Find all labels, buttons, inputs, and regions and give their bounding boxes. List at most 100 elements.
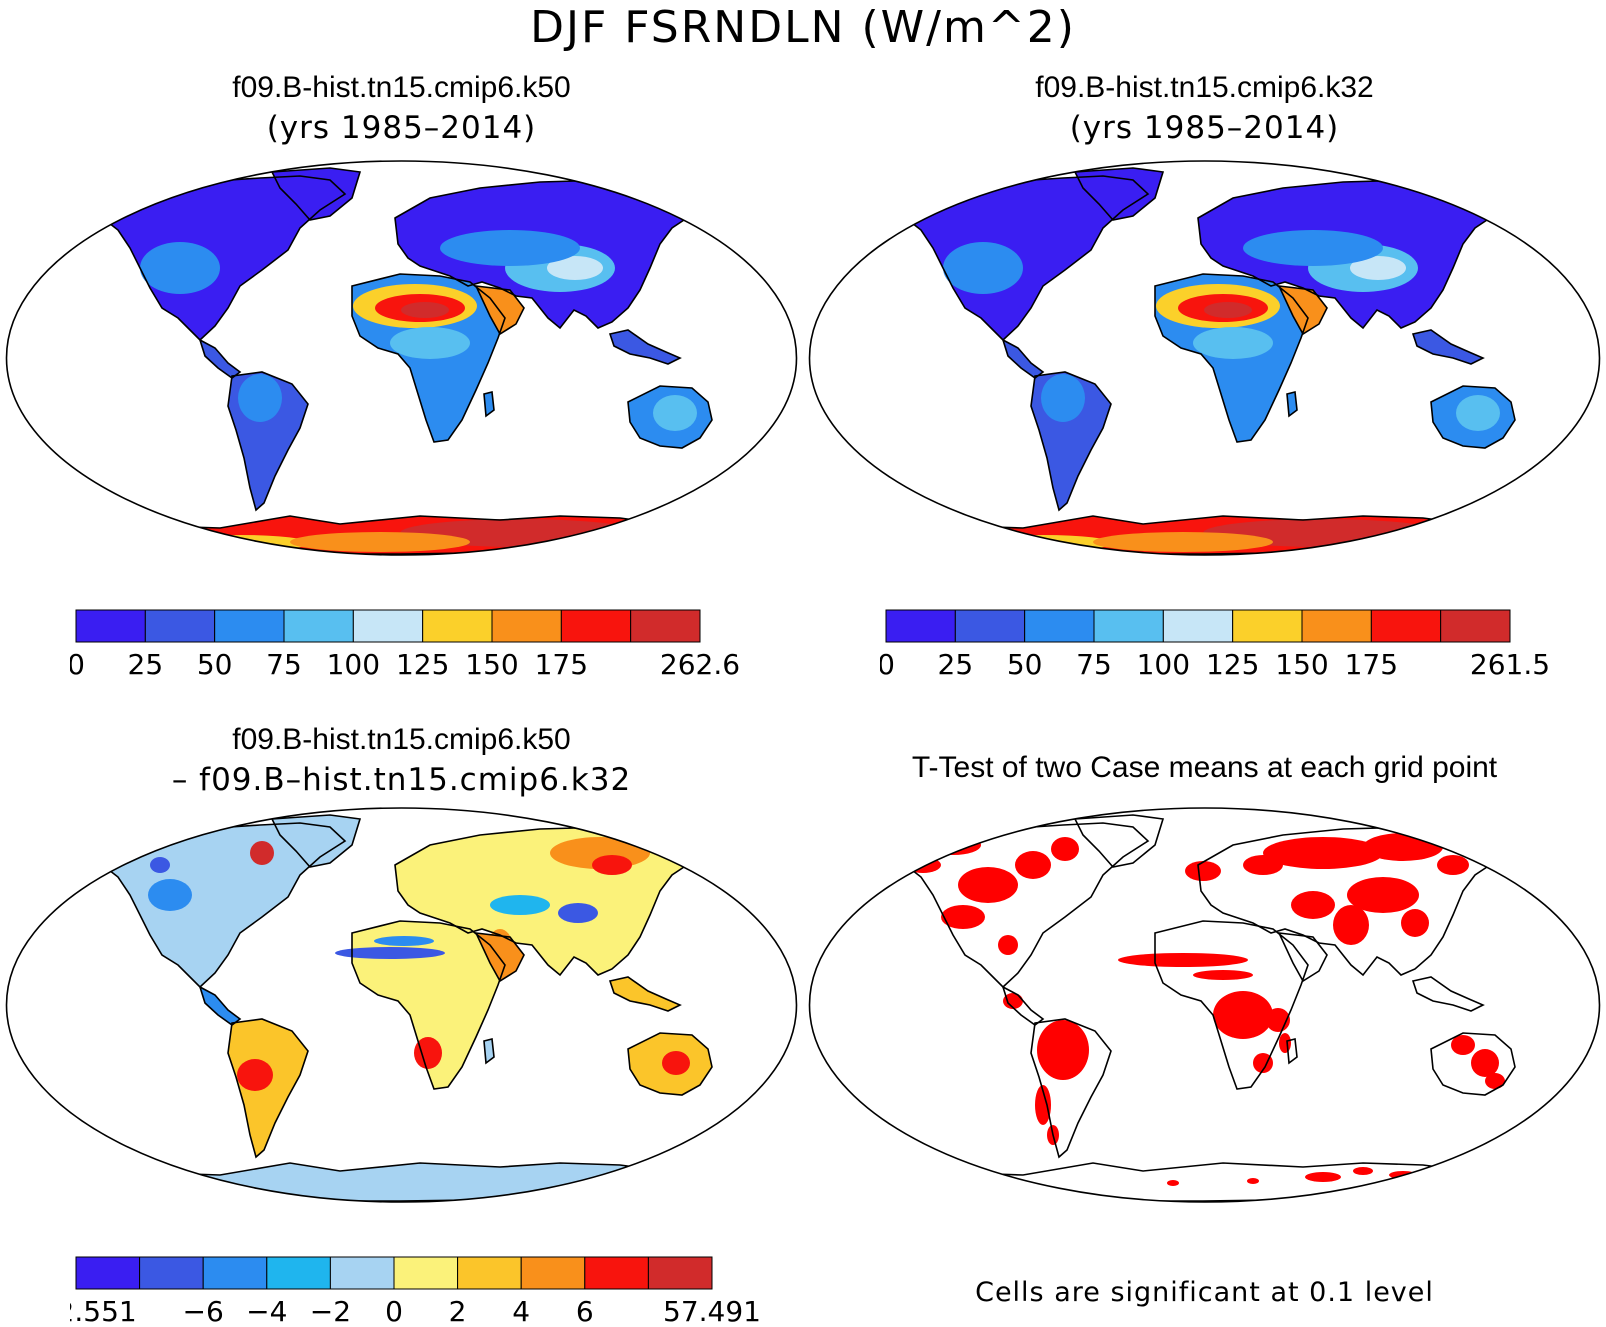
field-region xyxy=(610,330,680,364)
colorbar-box xyxy=(422,609,493,643)
coastline-arabia xyxy=(1277,932,1328,983)
coastline-greenland xyxy=(270,814,362,868)
map-border xyxy=(808,160,1601,556)
colorbar-tick-label: 0 xyxy=(385,1295,403,1327)
significant-cell-region xyxy=(1485,1073,1505,1089)
field-region xyxy=(140,242,220,294)
panel3-colorbar: −42.551 −6 −4 −2 0 2 4 6 57.491 xyxy=(70,1256,761,1327)
significant-cell-region xyxy=(1263,837,1383,869)
field-region xyxy=(200,340,240,378)
field-region xyxy=(1041,374,1085,422)
field-region xyxy=(1287,392,1297,416)
field-region xyxy=(662,1051,690,1075)
colorbar-tick-label: 57.491 xyxy=(663,1295,761,1327)
field-region xyxy=(237,1059,273,1091)
colorbar-tick-label: 150 xyxy=(1275,648,1328,681)
colorbar-box xyxy=(266,1256,331,1290)
colorbar-box xyxy=(1024,609,1095,643)
coastline-northAmerica xyxy=(897,822,1150,989)
coastline-arabia xyxy=(474,932,525,983)
significant-cell-region xyxy=(1015,851,1051,879)
colorbar-tick-label: 175 xyxy=(535,648,588,681)
field-region xyxy=(250,841,274,865)
field-region xyxy=(390,327,470,359)
significant-cell-region xyxy=(1167,1180,1179,1186)
colorbar-box xyxy=(202,1256,268,1290)
colorbar-tick-label: 125 xyxy=(1206,648,1259,681)
coastline-australia xyxy=(627,1032,713,1096)
coastline-seAsiaIslands xyxy=(608,329,682,365)
field-region xyxy=(547,256,603,280)
coastline-africa xyxy=(1154,920,1309,1090)
field-region xyxy=(272,815,360,867)
coastline-greenland xyxy=(270,167,362,221)
coastline-madagascar xyxy=(483,1038,495,1065)
panel1-case-name: f09.B-hist.tn15.cmip6.k50 xyxy=(232,71,571,104)
significant-cell-region xyxy=(1193,970,1253,980)
panel2-years: (yrs 1985–2014) xyxy=(1069,110,1340,146)
panel4-map xyxy=(808,807,1601,1203)
coastline-australia xyxy=(1430,1032,1516,1096)
field-region xyxy=(150,857,170,873)
field-region xyxy=(440,230,580,266)
colorbar-box xyxy=(1370,609,1442,643)
significant-cell-region xyxy=(958,867,1018,903)
significance-note: Cells are significant at 0.1 level xyxy=(975,1277,1434,1308)
coastline-madagascar xyxy=(483,391,495,418)
coastline-madagascar xyxy=(1286,1038,1298,1065)
field-region xyxy=(943,242,1023,294)
map-border xyxy=(808,807,1601,1203)
panel2-colorbar: 0 25 50 75 100 125 150 175 261.5 xyxy=(880,609,1550,681)
significant-cell-region xyxy=(1253,1053,1273,1073)
significant-cell-region xyxy=(1213,991,1273,1039)
field-region xyxy=(1193,327,1273,359)
coastline-arabia xyxy=(474,285,525,336)
significant-cell-region xyxy=(1035,1085,1051,1125)
figure-title: DJF FSRNDLN (W/m^2) xyxy=(530,2,1076,53)
colorbar-box xyxy=(283,609,354,643)
coastline-africa xyxy=(351,273,506,443)
field-region xyxy=(352,921,505,1089)
field-region xyxy=(1243,230,1383,266)
coastline-northAmerica xyxy=(897,175,1150,342)
map-border xyxy=(5,160,798,556)
field-region xyxy=(238,374,282,422)
coastline-africa xyxy=(351,920,506,1090)
panel3-title: f09.B-hist.tn15.cmip6.k50 – f09.B–hist.t… xyxy=(0,720,803,800)
field-region xyxy=(200,987,240,1025)
colorbar-box xyxy=(139,1256,204,1290)
coastline-southAmerica xyxy=(227,1018,309,1159)
colorbar-box xyxy=(954,609,1026,643)
colorbar-tick-label: 262.6 xyxy=(660,648,740,681)
significant-cell-region xyxy=(1185,861,1221,881)
colorbar-box xyxy=(1093,609,1164,643)
colorbar-tick-label: 100 xyxy=(327,648,380,681)
field-region xyxy=(610,977,680,1011)
colorbar-tick-label: −2 xyxy=(310,1295,351,1327)
significant-cell-region xyxy=(941,905,985,929)
colorbar-tick-label: −6 xyxy=(183,1295,224,1327)
panel4-title: T-Test of two Case means at each grid po… xyxy=(803,748,1606,788)
field-region xyxy=(1093,532,1273,552)
field-region xyxy=(272,168,360,220)
coastline-southAmerica xyxy=(1030,371,1112,512)
coastline-arabia xyxy=(1277,285,1328,336)
significant-cell-region xyxy=(1363,833,1443,861)
significant-cell-region xyxy=(1347,877,1419,913)
colorbar-tick-label: 261.5 xyxy=(1470,648,1550,681)
significant-cell-region xyxy=(1037,1020,1089,1080)
field-region xyxy=(490,895,550,915)
coastline-northAmerica xyxy=(94,822,347,989)
panel3-subtitle: – f09.B–hist.tn15.cmip6.k32 xyxy=(171,762,632,798)
colorbar-box xyxy=(75,609,146,643)
significant-cell-region xyxy=(1291,891,1335,919)
coastline-greenland xyxy=(1073,167,1165,221)
colorbar-box xyxy=(457,1256,522,1290)
map-border xyxy=(5,807,798,1203)
colorbar-box xyxy=(329,1256,395,1290)
field-region xyxy=(1413,330,1483,364)
colorbar-box xyxy=(584,1256,649,1290)
field-region xyxy=(653,395,697,431)
field-region xyxy=(1204,302,1252,318)
panel2-map xyxy=(808,160,1601,556)
